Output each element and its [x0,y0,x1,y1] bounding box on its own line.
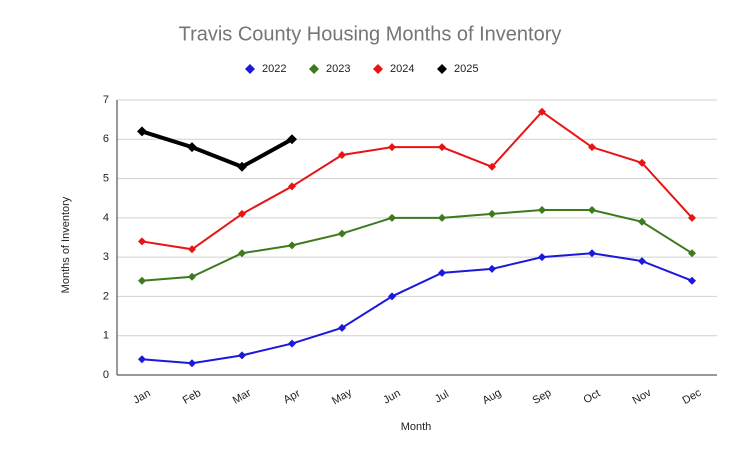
data-point [488,162,496,171]
y-tick-label: 3 [103,251,109,263]
data-point [138,237,146,246]
x-tick-label: Nov [630,387,653,407]
data-point [238,249,246,258]
data-point [238,351,246,360]
legend-marker [373,64,383,74]
data-point [338,323,346,332]
data-point [438,213,446,222]
chart-title: Travis County Housing Months of Inventor… [179,23,562,45]
y-tick-label: 1 [103,330,109,342]
data-point [338,151,346,159]
y-axis-title: Months of Inventory [60,196,72,293]
x-tick-label: Sep [530,387,553,407]
series-line [141,129,293,169]
data-point [288,241,296,250]
data-point [138,355,146,364]
y-tick-label: 0 [103,369,109,381]
data-point [288,339,296,348]
data-point [137,126,147,137]
data-point [438,268,446,277]
data-point [638,257,646,266]
data-point [188,245,196,254]
legend-label: 2024 [390,63,414,75]
legend-label: 2025 [454,63,478,75]
legend-marker [309,64,319,74]
x-tick-label: Jul [433,388,451,405]
data-point [287,134,297,145]
legend-label: 2022 [262,63,286,75]
data-point [438,143,446,152]
data-point [538,107,546,116]
y-tick-label: 5 [103,172,109,184]
series-line [141,209,693,282]
data-point [388,292,396,301]
data-point [237,161,247,172]
data-point [388,143,396,152]
data-point [488,209,496,218]
x-tick-label: Jan [131,387,152,406]
legend-marker [437,64,447,74]
data-point [688,249,696,258]
x-tick-label: Oct [582,387,603,406]
x-tick-label: Jun [381,387,402,406]
data-point [338,229,346,238]
x-tick-label: Feb [181,387,203,407]
data-point [187,142,197,153]
data-point [638,158,646,167]
data-point [588,143,596,152]
data-point [388,213,396,222]
series-line [141,252,693,365]
x-tick-label: Dec [680,387,703,407]
data-point [188,359,196,368]
y-tick-label: 7 [103,94,109,106]
y-tick-label: 4 [103,212,109,224]
data-point [588,206,596,214]
data-point [538,253,546,262]
data-point [288,182,296,191]
data-point [138,276,146,285]
y-tick-label: 2 [103,290,109,302]
legend-marker [245,64,255,74]
data-point [588,249,596,258]
data-point [238,209,246,218]
data-point [638,217,646,226]
series-line [141,110,693,251]
data-point [188,272,196,281]
x-axis-title: Month [401,421,432,433]
x-tick-label: Aug [480,387,503,407]
x-tick-label: Mar [231,387,254,407]
data-point [488,264,496,273]
x-tick-label: Apr [282,387,303,406]
data-point [688,213,696,222]
y-tick-label: 6 [103,133,109,145]
data-point [538,206,546,214]
data-point [688,276,696,285]
x-tick-label: May [330,386,354,407]
legend-label: 2023 [326,63,350,75]
